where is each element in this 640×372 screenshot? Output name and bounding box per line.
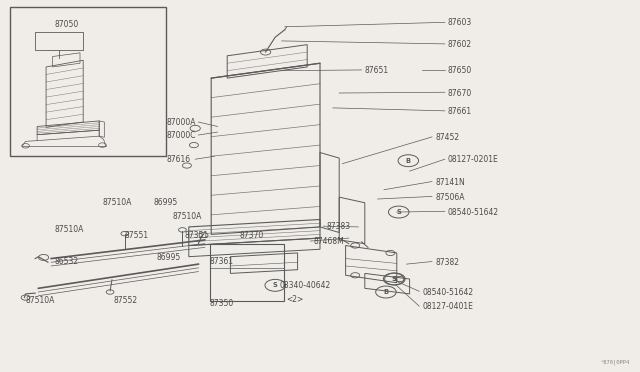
Text: 08340-40642: 08340-40642	[279, 281, 330, 290]
Text: S: S	[391, 276, 396, 282]
Text: 87452: 87452	[435, 133, 460, 142]
Bar	[35, 32, 83, 50]
Text: 87510A: 87510A	[102, 198, 132, 207]
Text: 86995: 86995	[154, 198, 178, 207]
Text: 87661: 87661	[448, 107, 472, 116]
Text: 08127-0401E: 08127-0401E	[422, 302, 473, 311]
Text: 87351: 87351	[184, 231, 209, 240]
Text: 87510A: 87510A	[173, 212, 202, 221]
Text: 87510A: 87510A	[54, 225, 84, 234]
Text: 87603: 87603	[448, 18, 472, 27]
Text: B: B	[406, 158, 411, 164]
Text: 87370: 87370	[239, 231, 264, 240]
Text: 87650: 87650	[448, 66, 472, 75]
Text: 08540-51642: 08540-51642	[448, 208, 499, 217]
Text: S: S	[392, 276, 397, 282]
Text: 87383: 87383	[326, 222, 351, 231]
Text: 87050: 87050	[54, 20, 79, 29]
Bar	[210, 244, 284, 301]
Text: 87361: 87361	[209, 257, 234, 266]
Text: 08540-51642: 08540-51642	[422, 288, 474, 296]
Text: 87551: 87551	[125, 231, 149, 240]
Text: B: B	[383, 289, 388, 295]
Text: 87651: 87651	[365, 66, 389, 75]
Text: 86995: 86995	[157, 253, 181, 262]
Text: 87141N: 87141N	[435, 178, 465, 187]
Text: 87506A: 87506A	[435, 193, 465, 202]
Text: 87382: 87382	[435, 258, 460, 267]
Text: 87670: 87670	[448, 89, 472, 97]
Text: ^870|0PP4: ^870|0PP4	[601, 359, 630, 365]
Text: 87552: 87552	[114, 296, 138, 305]
Text: 08127-0201E: 08127-0201E	[448, 155, 499, 164]
Text: 87350: 87350	[209, 299, 234, 308]
Text: 87000A: 87000A	[166, 118, 196, 127]
Text: S: S	[273, 282, 278, 288]
Text: S: S	[396, 209, 401, 215]
Text: 87602: 87602	[448, 40, 472, 49]
Bar	[10, 7, 166, 156]
Text: 87468M: 87468M	[314, 237, 344, 246]
Text: 87000C: 87000C	[166, 131, 196, 140]
Text: 86532: 86532	[54, 257, 79, 266]
Text: 87510A: 87510A	[26, 296, 55, 305]
Text: 87616: 87616	[166, 155, 191, 164]
Text: <2>: <2>	[287, 295, 304, 304]
